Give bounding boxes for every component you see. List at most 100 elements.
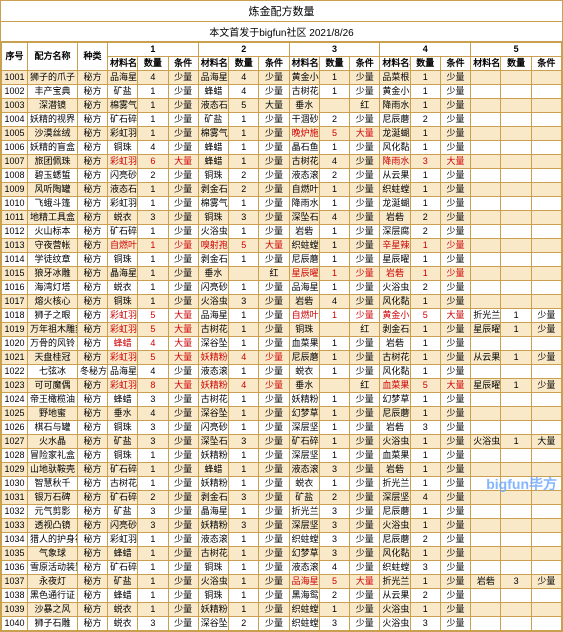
cell-mat-5-1 (501, 617, 531, 631)
cell-mat-2-1: 3 (229, 211, 259, 225)
cell-mat-3-0: 液态滚石 (289, 561, 319, 575)
cell-mat-5-1 (501, 365, 531, 379)
cell-mat-3-0: 岩砦 (289, 295, 319, 309)
cell-mat-3-2: 少量 (350, 603, 380, 617)
cell-mat-1-0: 蜂蜡 (108, 547, 138, 561)
cell-mat-4-0: 从云果 (380, 169, 410, 183)
cell-mat-3-0: 织蛀螳蜥 (289, 603, 319, 617)
cell-idx: 1023 (2, 379, 28, 393)
cell-type: 秘方 (78, 337, 108, 351)
cell-idx: 1024 (2, 393, 28, 407)
cell-idx: 1029 (2, 463, 28, 477)
cell-mat-3-1: 1 (319, 197, 349, 211)
table-row: 1017熔火核心秘方铜珠1少量火浴虫3少量岩砦4少量风化黏土1少量 (2, 295, 562, 309)
cell-mat-2-1: 2 (229, 169, 259, 183)
cell-mat-1-0: 矿石碎片 (108, 113, 138, 127)
cell-idx: 1008 (2, 169, 28, 183)
cell-mat-1-0: 蜕衣 (108, 211, 138, 225)
cell-mat-5-2 (531, 71, 561, 85)
cell-mat-1-0: 矿盐 (108, 435, 138, 449)
cell-mat-2-0: 妖精粉尘 (198, 449, 228, 463)
cell-idx: 1026 (2, 421, 28, 435)
cell-mat-3-1: 3 (319, 463, 349, 477)
cell-mat-1-1: 5 (138, 309, 168, 323)
cell-type: 秘方 (78, 99, 108, 113)
cell-mat-3-2: 红 (350, 379, 380, 393)
cell-mat-1-2: 少量 (168, 365, 198, 379)
table-row: 1008碧玉蟋蜇秘方闪亮砂石2少量铜珠2少量液态滚石2少量从云果1少量 (2, 169, 562, 183)
cell-mat-1-1: 4 (138, 407, 168, 421)
cell-mat-2-1: 1 (229, 155, 259, 169)
table-row: 1007旅团佩珠秘方彩虹羽翼6大量蜂蜡1少量古树花粉4少量降雨水仙3大量 (2, 155, 562, 169)
cell-mat-5-0 (471, 71, 501, 85)
cell-mat-5-1: 1 (501, 379, 531, 393)
cell-mat-3-1 (319, 99, 349, 113)
cell-mat-1-0: 棉雾气团 (108, 99, 138, 113)
table-row: 1014学徒纹章秘方铜珠1少量剥金石板1少量尼辰蘑菇1少量星辰曜膏1少量 (2, 253, 562, 267)
cell-mat-1-2: 大量 (168, 379, 198, 393)
cell-mat-4-1: 1 (410, 267, 440, 281)
cell-mat-3-1: 5 (319, 127, 349, 141)
cell-mat-3-0: 古树花粉 (289, 155, 319, 169)
table-row: 1019万年祖木雕刻秘方彩虹羽翼5大量古树花粉1少量铜珠红剥金石板1少量星辰曜膏… (2, 323, 562, 337)
cell-mat-3-0: 蜕衣 (289, 477, 319, 491)
cell-mat-4-2: 少量 (440, 519, 470, 533)
cell-mat-2-2: 少量 (259, 169, 289, 183)
cell-mat-4-2: 少量 (440, 113, 470, 127)
cell-mat-1-2: 少量 (168, 113, 198, 127)
cell-mat-2-1: 4 (229, 71, 259, 85)
cell-mat-4-0: 火浴虫 (380, 281, 410, 295)
cell-mat-5-2 (531, 113, 561, 127)
cell-mat-2-0: 品海星 (198, 71, 228, 85)
cell-type: 秘方 (78, 211, 108, 225)
cell-mat-4-0: 血菜果 (380, 379, 410, 393)
cell-mat-5-0 (471, 365, 501, 379)
cell-mat-5-0 (471, 127, 501, 141)
cell-mat-4-2: 少量 (440, 197, 470, 211)
cell-mat-4-2: 少量 (440, 505, 470, 519)
th-name: 配方名称 (28, 43, 78, 71)
cell-mat-2-1: 1 (229, 449, 259, 463)
cell-mat-1-2: 少量 (168, 85, 198, 99)
cell-mat-5-1 (501, 253, 531, 267)
cell-mat-4-1: 1 (410, 351, 440, 365)
cell-mat-5-0: 星辰曜膏 (471, 323, 501, 337)
cell-mat-3-1: 4 (319, 211, 349, 225)
cell-mat-5-1 (501, 533, 531, 547)
cell-mat-1-0: 蜂蜡 (108, 589, 138, 603)
cell-mat-1-2: 大量 (168, 337, 198, 351)
cell-mat-1-0: 彩虹羽翼 (108, 533, 138, 547)
cell-mat-3-0: 降雨水仙 (289, 197, 319, 211)
cell-mat-2-0: 深谷坠石 (198, 407, 228, 421)
cell-mat-4-0: 岩砦 (380, 463, 410, 477)
cell-mat-1-0: 铜珠 (108, 449, 138, 463)
cell-mat-1-2: 少量 (168, 421, 198, 435)
table-row: 1033透视凸镜秘方闪亮砂石3少量妖精粉尘3少量深层坚石3少量火浴虫1少量 (2, 519, 562, 533)
cell-mat-2-1: 1 (229, 113, 259, 127)
th-qty-4: 数量 (410, 57, 440, 71)
cell-idx: 1020 (2, 337, 28, 351)
cell-mat-3-0: 织蛀螳蜥 (289, 239, 319, 253)
cell-type: 秘方 (78, 169, 108, 183)
cell-mat-5-0: 岩砦 (471, 575, 501, 589)
cell-idx: 1034 (2, 533, 28, 547)
cell-mat-5-2 (531, 169, 561, 183)
cell-type: 秘方 (78, 85, 108, 99)
cell-mat-1-2: 少量 (168, 71, 198, 85)
cell-mat-5-0 (471, 267, 501, 281)
cell-mat-5-0 (471, 617, 501, 631)
cell-mat-1-1: 1 (138, 127, 168, 141)
cell-mat-1-1: 4 (138, 337, 168, 351)
cell-mat-2-1: 1 (229, 589, 259, 603)
cell-mat-3-2: 少量 (350, 463, 380, 477)
cell-mat-2-1: 1 (229, 253, 259, 267)
cell-mat-4-2: 少量 (440, 127, 470, 141)
cell-mat-4-2: 少量 (440, 99, 470, 113)
cell-mat-1-0: 闪亮砂石 (108, 169, 138, 183)
cell-mat-4-2: 少量 (440, 323, 470, 337)
cell-mat-3-2: 少量 (350, 477, 380, 491)
cell-mat-4-1: 1 (410, 547, 440, 561)
cell-mat-1-1: 2 (138, 169, 168, 183)
cell-mat-4-0: 品菜根 (380, 71, 410, 85)
cell-mat-5-0 (471, 169, 501, 183)
